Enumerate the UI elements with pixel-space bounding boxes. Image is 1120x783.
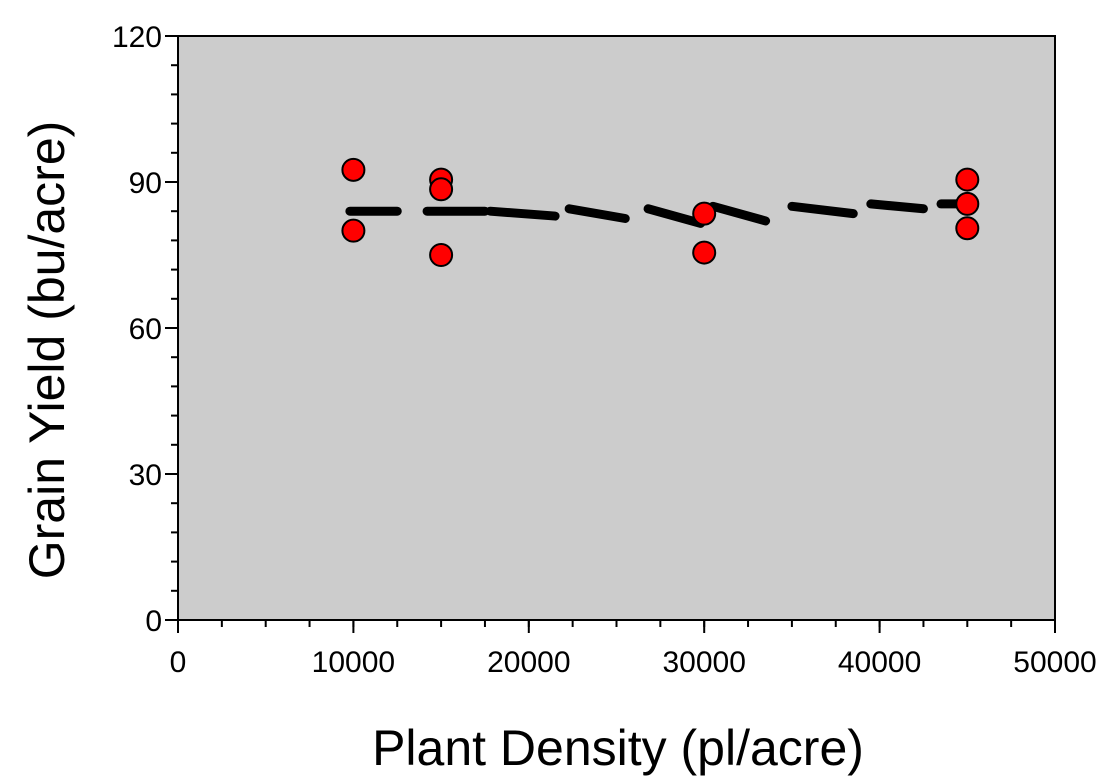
data-point bbox=[429, 243, 454, 267]
y-tick-label: 60 bbox=[129, 313, 162, 346]
data-point bbox=[429, 177, 454, 202]
fit-line-dash bbox=[708, 201, 771, 226]
plot-area bbox=[177, 35, 1056, 621]
data-point bbox=[692, 240, 717, 265]
fit-line-dash bbox=[564, 204, 630, 223]
fit-line-dash bbox=[866, 199, 928, 214]
y-axis-title: Grain Yield (bu/acre) bbox=[19, 121, 75, 580]
data-point bbox=[955, 216, 980, 241]
data-point bbox=[341, 157, 366, 182]
y-ticks: 0 30 60 90 120 bbox=[112, 21, 178, 638]
fit-line-dash bbox=[485, 206, 560, 221]
x-tick-label: 0 bbox=[170, 646, 187, 679]
x-tick-label: 20000 bbox=[487, 646, 570, 679]
data-point bbox=[955, 191, 980, 216]
fit-line-dash bbox=[643, 204, 706, 228]
x-tick-label: 10000 bbox=[312, 646, 395, 679]
y-tick-label: 30 bbox=[129, 459, 162, 492]
fit-line bbox=[345, 199, 978, 228]
data-point bbox=[692, 201, 717, 226]
x-tick-label: 40000 bbox=[838, 646, 921, 679]
x-ticks: 0 10000 20000 30000 40000 50000 bbox=[170, 620, 1097, 679]
fit-line-dash bbox=[787, 201, 858, 219]
x-tick-label: 30000 bbox=[662, 646, 745, 679]
x-tick-label: 50000 bbox=[1013, 646, 1096, 679]
y-tick-label: 120 bbox=[112, 21, 162, 54]
y-tick-label: 0 bbox=[145, 605, 162, 638]
data-point bbox=[341, 218, 366, 243]
data-point bbox=[955, 167, 980, 192]
y-tick-label: 90 bbox=[129, 167, 162, 200]
data-points bbox=[341, 157, 980, 267]
x-axis-title: Plant Density (pl/acre) bbox=[372, 720, 864, 776]
